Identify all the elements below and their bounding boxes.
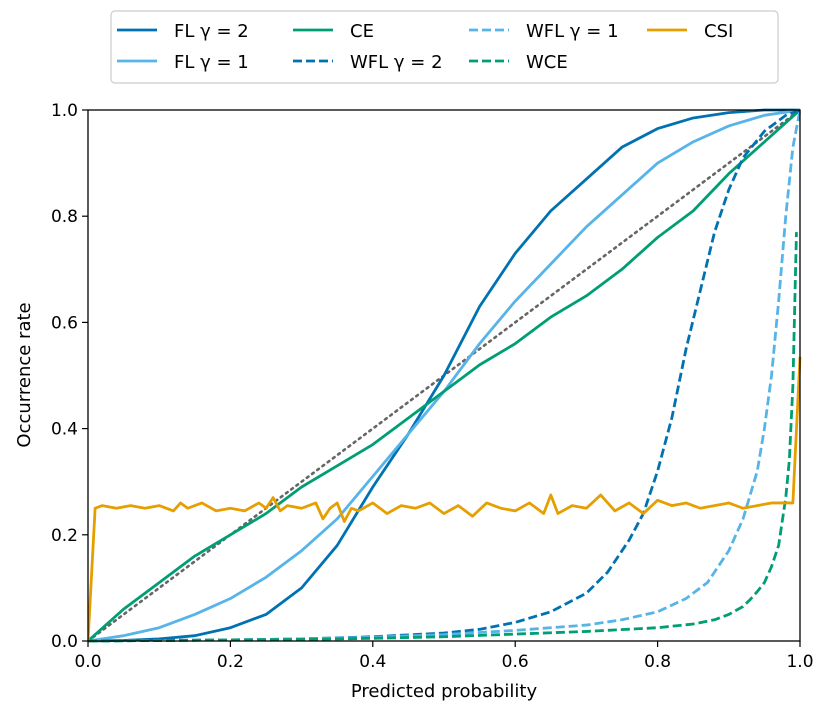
x-tick-label: 0.8 (644, 652, 671, 672)
plot-frame (87, 109, 801, 642)
x-axis-label: Predicted probability (351, 681, 538, 702)
series-line-ce (88, 108, 801, 643)
y-axis-label: Occurrence rate (14, 302, 35, 447)
series-line-csi (88, 356, 802, 642)
y-tick-label: 0.0 (51, 632, 78, 652)
legend-label-fl-gamma-1: FL γ = 1 (174, 52, 249, 73)
x-tick-label: 1.0 (786, 652, 813, 672)
x-tick-label: 0.0 (74, 652, 101, 672)
x-tick-label: 0.4 (359, 652, 386, 672)
series-line-wce (88, 232, 798, 643)
legend-label-fl-gamma-2: FL γ = 2 (174, 21, 249, 42)
series-line-fl-gamma-2 (88, 108, 800, 643)
plot-area (87, 108, 802, 643)
y-tick-label: 0.6 (51, 313, 78, 333)
legend-label-wfl-gamma-1: WFL γ = 1 (526, 21, 619, 42)
legend-label-wce: WCE (526, 52, 568, 73)
y-tick-label: 1.0 (51, 101, 78, 121)
x-tick-label: 0.6 (502, 652, 529, 672)
y-tick-label: 0.2 (51, 526, 78, 546)
legend-box (110, 10, 779, 84)
y-tick-label: 0.4 (51, 420, 78, 440)
legend-label-ce: CE (350, 21, 374, 42)
axis-ticks: 0.0 0.2 0.4 0.6 0.8 1.0 0.0 0.2 0.4 0.6 0.8 1.0 (51, 101, 814, 672)
y-tick-label: 0.8 (51, 207, 78, 227)
legend-label-csi: CSI (704, 21, 733, 42)
x-tick-label: 0.2 (217, 652, 244, 672)
legend-label-wfl-gamma-2: WFL γ = 2 (350, 52, 443, 73)
legend: FL γ = 2 FL γ = 1 CE WFL γ = 2 WFL γ = 1 WCE C… (110, 10, 779, 84)
